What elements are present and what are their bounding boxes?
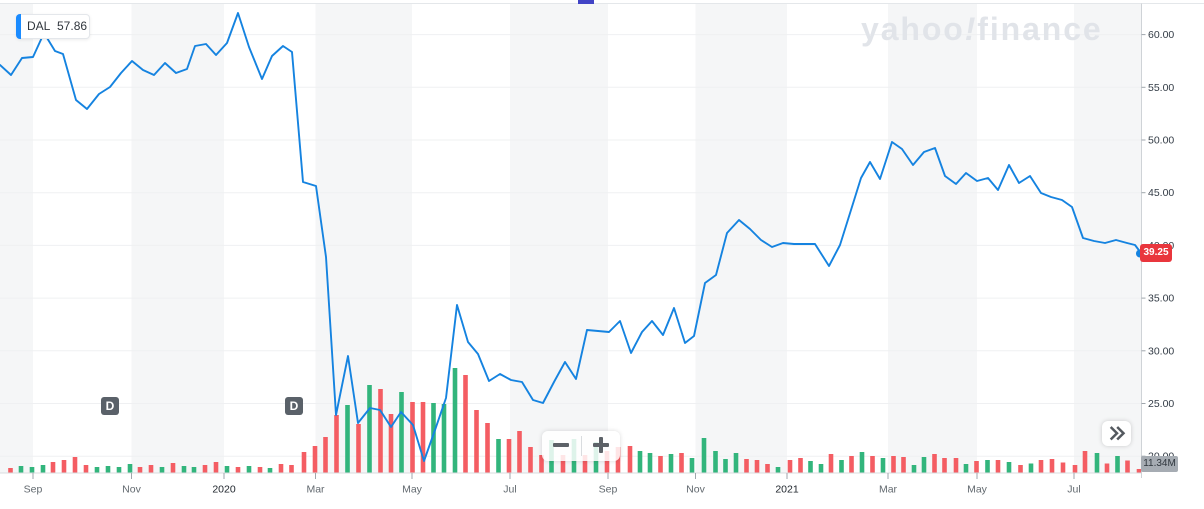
svg-text:2020: 2020	[212, 484, 236, 496]
svg-text:60.00: 60.00	[1148, 29, 1174, 41]
svg-text:55.00: 55.00	[1148, 82, 1174, 94]
svg-text:Jul: Jul	[1067, 484, 1080, 496]
svg-text:45.00: 45.00	[1148, 187, 1174, 199]
svg-text:35.00: 35.00	[1148, 293, 1174, 305]
svg-text:Jul: Jul	[503, 484, 516, 496]
svg-text:25.00: 25.00	[1148, 398, 1174, 410]
svg-text:Mar: Mar	[879, 484, 898, 496]
svg-text:May: May	[967, 484, 988, 496]
svg-text:50.00: 50.00	[1148, 135, 1174, 147]
svg-text:Nov: Nov	[686, 484, 705, 496]
svg-text:Mar: Mar	[306, 484, 325, 496]
svg-text:Sep: Sep	[599, 484, 618, 496]
svg-text:Sep: Sep	[24, 484, 43, 496]
svg-text:May: May	[402, 484, 423, 496]
svg-text:Nov: Nov	[122, 484, 141, 496]
svg-text:30.00: 30.00	[1148, 345, 1174, 357]
svg-text:2021: 2021	[775, 484, 799, 496]
